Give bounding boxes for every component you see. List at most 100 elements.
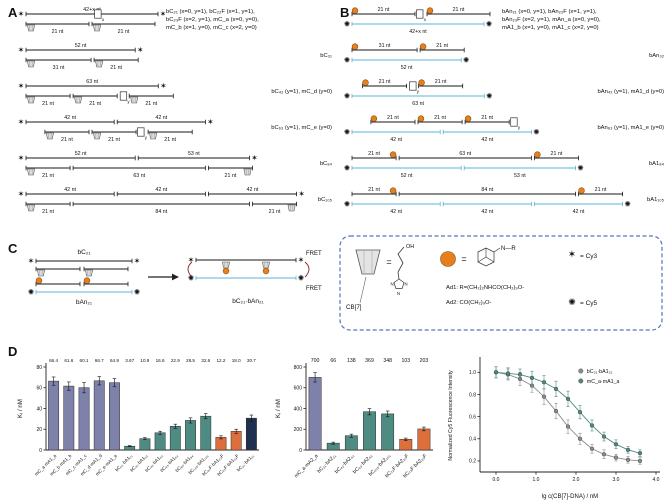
data-point <box>541 380 547 385</box>
nt-length-label: 21 nt <box>595 187 607 193</box>
x-tick-label: 2.0 <box>573 477 580 483</box>
data-point <box>577 410 583 415</box>
line-shape <box>485 256 495 263</box>
cy3-star-icon: ✶ <box>160 82 167 91</box>
cy3-star-icon: ✶ <box>28 257 35 266</box>
data-point <box>637 458 643 464</box>
cy5-burst-icon: ✺ <box>568 297 576 307</box>
cy3-star-icon: ✶ <box>18 10 25 19</box>
cb7-cup-icon <box>262 261 270 269</box>
nt-length-label: 52 nt <box>401 65 413 71</box>
repeat-count-label: y <box>518 125 521 130</box>
cy5-burst-icon: ✺ <box>298 274 305 283</box>
cb7-cup-icon <box>93 24 101 32</box>
cb7-cup-icon <box>27 204 35 212</box>
adamantane-ball-icon <box>222 267 230 275</box>
y-tick-label: 400 <box>294 406 303 412</box>
bar <box>381 413 395 451</box>
construct-name: bA1₈₄ <box>649 161 665 167</box>
data-point <box>553 408 559 414</box>
data-point <box>601 434 607 439</box>
cb7-cup-icon <box>243 168 252 176</box>
data-point <box>589 446 595 451</box>
bar-value-label: 28.5 <box>186 358 195 363</box>
y-tick-label: 0.8 <box>469 392 476 398</box>
repeat-count-label: x <box>424 17 427 22</box>
x-tick-label: 0.0 <box>493 477 500 483</box>
data-point <box>589 423 595 428</box>
nt-length-label: 84 nt <box>155 209 167 215</box>
bar-value-label: 30.7 <box>247 358 256 363</box>
nt-length-label: 53 nt <box>188 151 200 157</box>
cy3-star-icon: ✶ <box>18 118 25 127</box>
bar-value-label: 138 <box>347 358 356 364</box>
n-r-label: N—R <box>501 246 516 252</box>
nt-length-label: 63 nt <box>459 151 471 157</box>
y-tick-label: 60 <box>36 386 42 392</box>
cb7-cup-icon <box>85 269 93 277</box>
nt-length-label: 84 nt <box>481 187 493 193</box>
nt-length-label: 21 nt <box>108 137 120 143</box>
oh-label: OH <box>406 244 414 250</box>
nt-length-label: 21 nt <box>435 79 447 85</box>
x-tick-label: 1.0 <box>533 477 540 483</box>
construct-name: bC₃₁ <box>320 53 332 59</box>
triazole-ring <box>393 278 405 289</box>
cy5-burst-icon: ✺ <box>486 20 493 29</box>
bar-value-label: 22.9 <box>171 358 180 363</box>
legend-border <box>339 235 663 331</box>
y-axis-label: Kᵢ / nM <box>17 399 24 418</box>
nt-length-label: 21 nt <box>42 101 54 107</box>
cy5-burst-icon: ✺ <box>344 128 351 137</box>
cy5-burst-icon: ✺ <box>344 20 351 29</box>
data-point <box>517 372 523 377</box>
fluorescence-curve-chart: 0.0 1.0 2.0 3.0 4.0 0.2 0.4 0.6 0.8 1.0 lg c(CB[7]… <box>448 357 660 500</box>
nt-length-label: 21 nt <box>61 137 73 143</box>
fret-arrow <box>187 261 193 278</box>
cy3-definition: = Cy3 <box>580 253 598 260</box>
cb7-cup-icon <box>130 96 139 104</box>
nt-length-label: 21 nt <box>379 79 391 85</box>
bar-value-label: 700 <box>311 358 320 364</box>
construct-name: bAn₄₂ (y=1), mA1_d (y=0) <box>598 89 665 95</box>
cb7-cup-icon <box>93 132 101 140</box>
series-line <box>495 371 641 462</box>
bar <box>417 428 431 451</box>
nt-length-label: 21 nt <box>225 173 237 179</box>
bar <box>109 382 120 451</box>
data-point <box>613 442 619 447</box>
data-point <box>565 424 571 429</box>
cb7-cup-icon <box>355 249 381 275</box>
y-tick-label: 0.6 <box>469 414 476 420</box>
adamantane-ball-icon <box>370 115 378 122</box>
nt-length-label: 63 nt <box>133 173 145 179</box>
repeat-box <box>119 91 128 101</box>
data-point <box>625 457 631 462</box>
nt-length-label: 21 nt <box>269 209 281 215</box>
fret-arrow <box>304 261 310 278</box>
data-point <box>601 452 607 457</box>
construct-name: bC₆₃ (y=1), mC_e (y=0) <box>271 125 332 131</box>
nt-length-label: 42 nt <box>390 209 402 215</box>
construct-name: bAn₃₂ <box>649 53 664 59</box>
cy3-star-icon: ✶ <box>298 190 305 199</box>
nt-length-label: 42 nt <box>64 115 76 121</box>
bar <box>78 387 90 451</box>
bar <box>245 417 257 451</box>
nt-length-label: 53 nt <box>514 173 526 179</box>
nt-length-label: 21 nt <box>145 101 157 107</box>
bar <box>185 420 196 451</box>
ad2-definition: Ad2: CO(CH₂)₉O- <box>446 300 492 306</box>
x-tick-label: 3.0 <box>613 477 620 483</box>
cy3-star-icon: ✶ <box>188 256 195 265</box>
cy3-star-icon: ✶ <box>137 46 144 55</box>
repeat-count-label: y <box>127 99 130 104</box>
construct-name: bA1₁₀₅ <box>647 197 665 203</box>
nt-length-label: 42 nt <box>247 187 259 193</box>
data-point <box>529 375 535 380</box>
adamantane-ball-icon <box>83 277 91 284</box>
nt-length-label: 31 nt <box>379 43 391 49</box>
line-shape <box>477 256 487 263</box>
